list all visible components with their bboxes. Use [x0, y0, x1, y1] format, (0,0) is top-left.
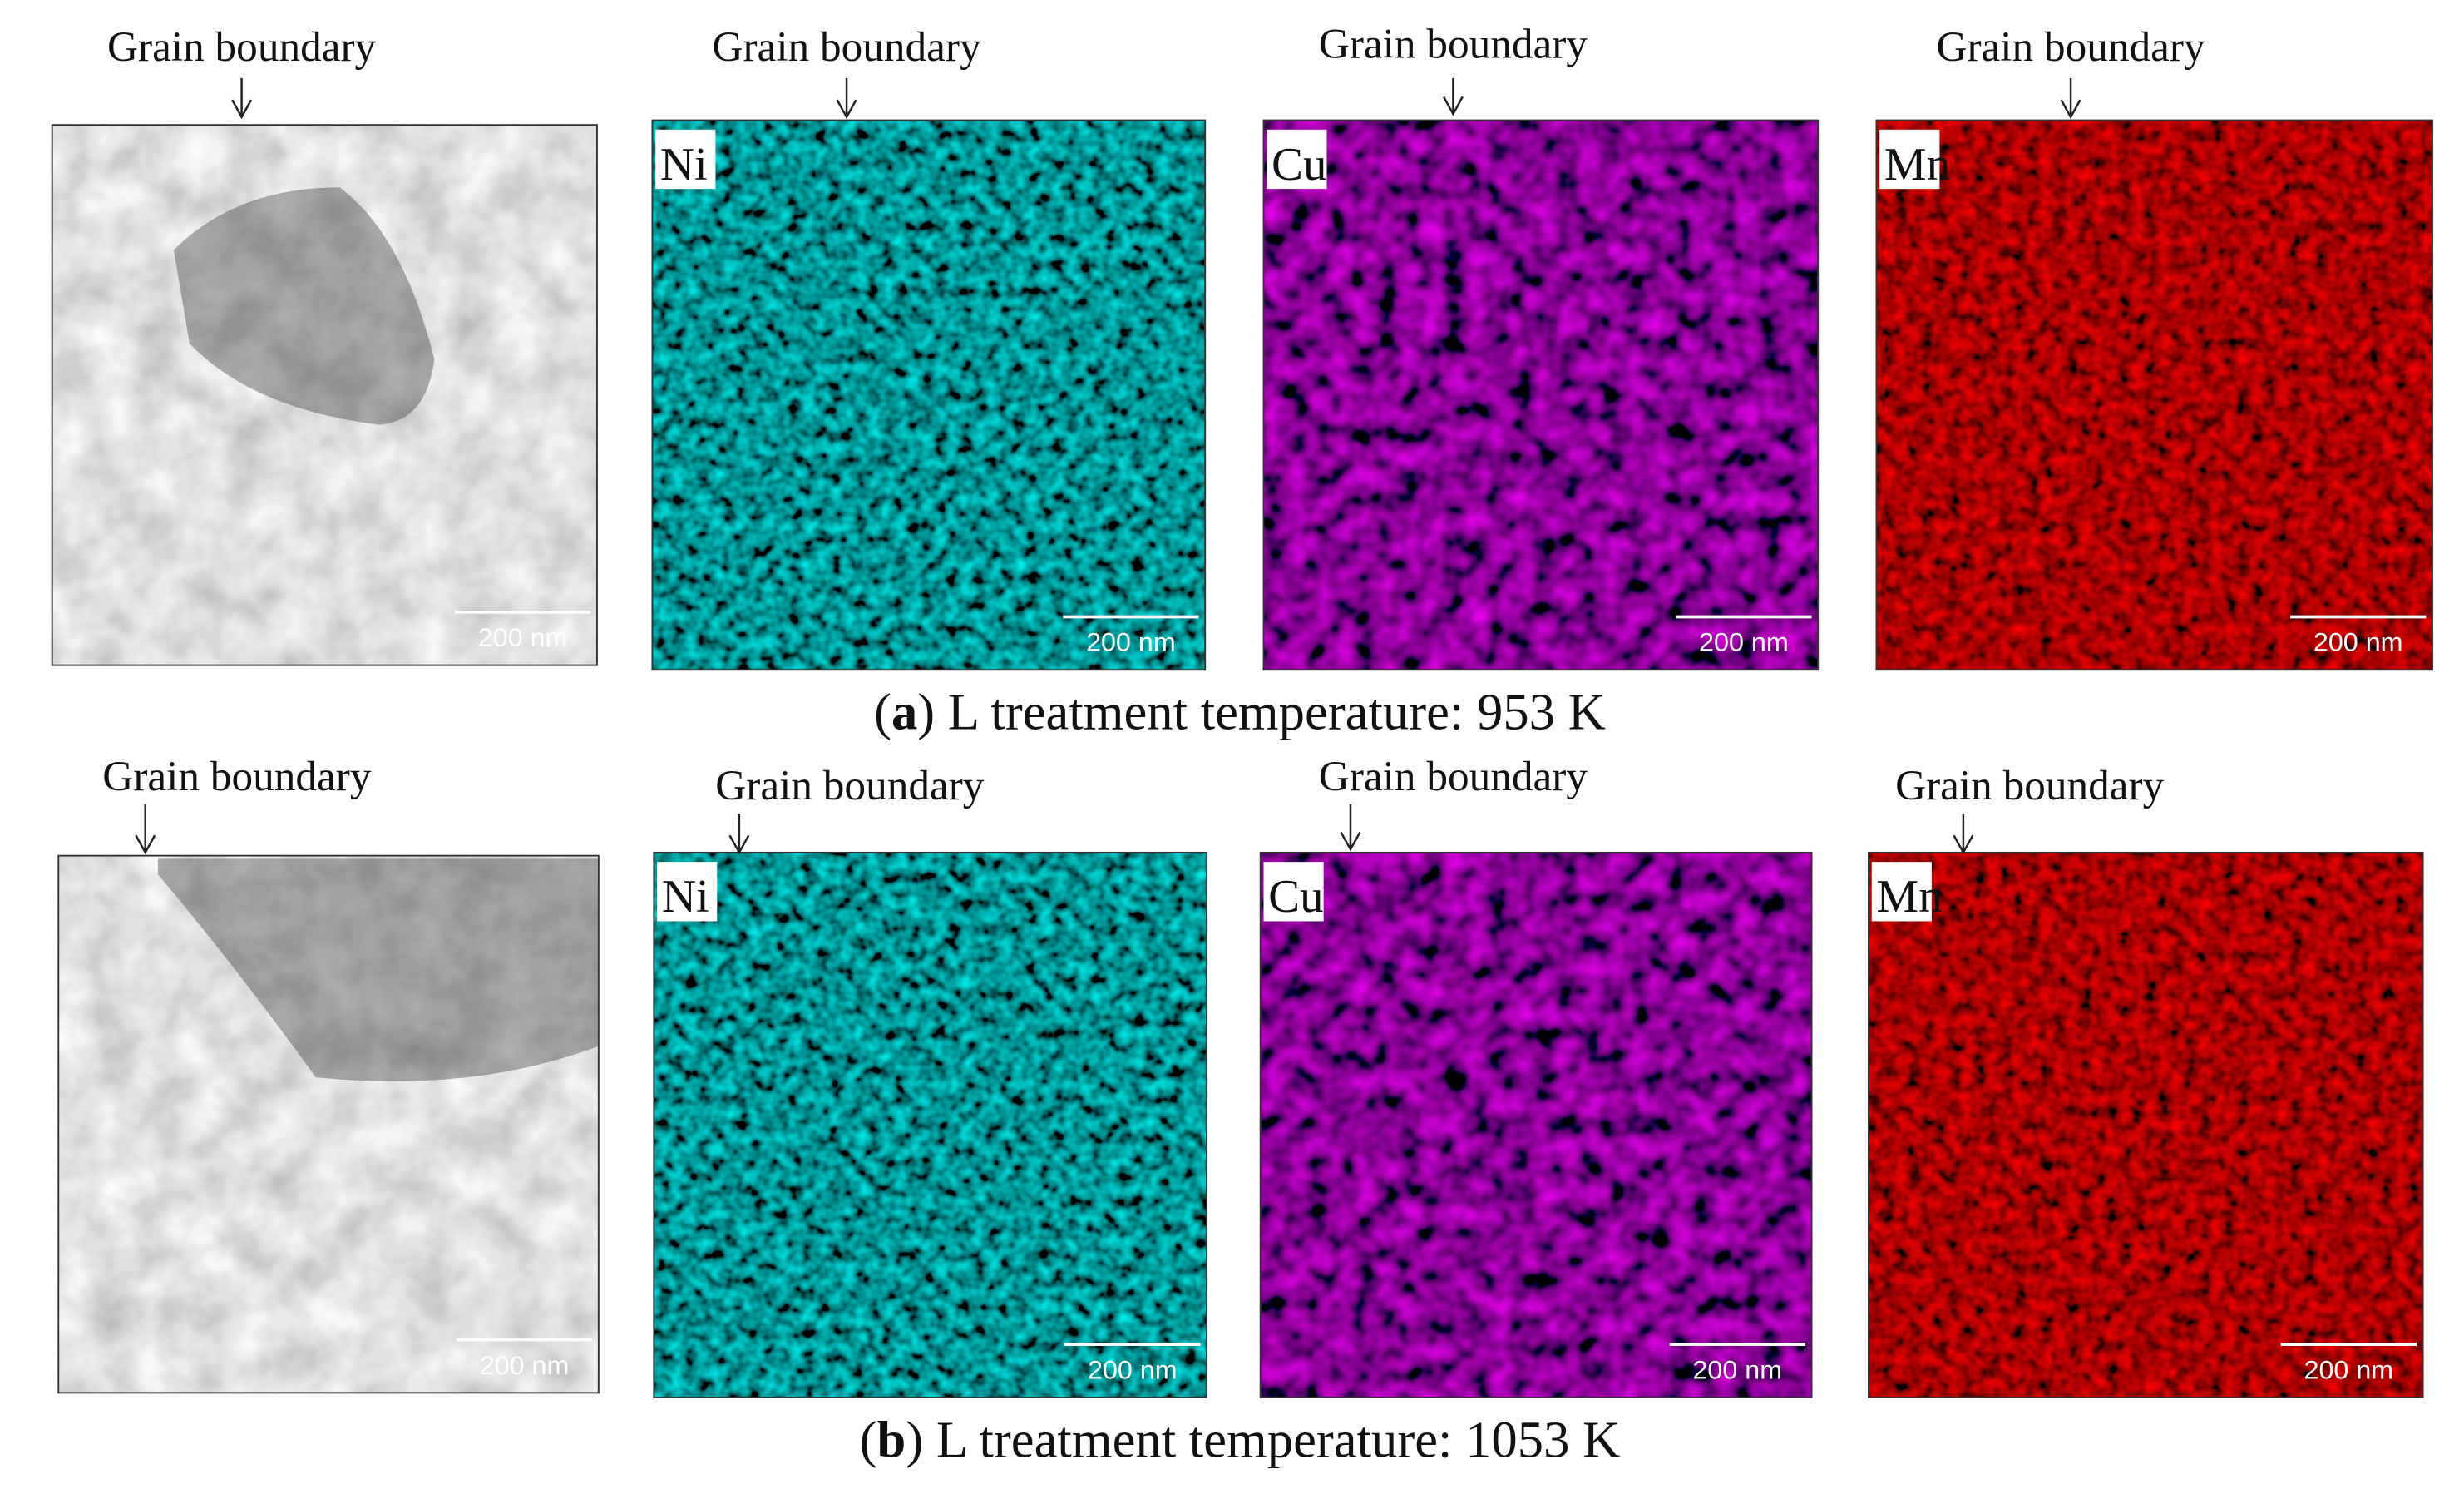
- caption-label: a: [891, 684, 917, 741]
- micrograph-image: [1876, 120, 2433, 670]
- annotation-arrow: [1442, 77, 1464, 116]
- annotation: Grain boundary: [1895, 763, 2165, 809]
- element-label-box: [655, 129, 716, 190]
- scale-bar-label: 200 nm: [480, 1350, 570, 1380]
- element-label: Cu: [1268, 872, 1323, 923]
- element-label: Ni: [662, 872, 709, 923]
- image-border: [653, 851, 1208, 1398]
- micrograph-image: [654, 852, 1207, 1398]
- grain-region: [157, 858, 599, 1081]
- micrograph-image: [1868, 852, 2423, 1398]
- micrograph: Mn 200 nm: [1867, 851, 2424, 1398]
- micrograph-image: [1260, 852, 1812, 1398]
- scale-bar-label: 200 nm: [478, 622, 568, 652]
- micrograph: Cu 200 nm: [1262, 119, 1820, 671]
- scale-bar-label: 200 nm: [1086, 627, 1176, 657]
- element-label: Ni: [660, 139, 708, 190]
- element-label: Mn: [1884, 139, 1950, 190]
- annotation: Grain boundary: [715, 763, 985, 809]
- element-label-box: [1871, 862, 1932, 922]
- element-label: Mn: [1876, 872, 1942, 923]
- element-label-box: [657, 862, 718, 922]
- micrograph-image: [58, 855, 599, 1393]
- scale-bar-label: 200 nm: [1692, 1355, 1782, 1385]
- annotation-arrow: [1953, 813, 1974, 855]
- annotation-arrow: [1340, 804, 1361, 852]
- image-border: [1259, 851, 1813, 1398]
- image-border: [651, 119, 1207, 671]
- annotation: Grain boundary: [1319, 22, 1588, 68]
- caption-label: b: [877, 1412, 906, 1469]
- caption-text: ) L treatment temperature: 953 K: [917, 684, 1606, 741]
- image-border: [1262, 119, 1820, 671]
- image-border: [51, 124, 598, 666]
- annotation: Grain boundary: [107, 24, 377, 71]
- element-label-box: [1263, 862, 1324, 922]
- element-label-box: [1879, 129, 1940, 190]
- annotation: Grain boundary: [1936, 24, 2205, 71]
- annotation: Grain boundary: [102, 754, 372, 800]
- image-border: [57, 854, 600, 1394]
- caption: (b) L treatment temperature: 1053 K: [860, 1412, 1621, 1469]
- micrograph: 200 nm: [57, 854, 600, 1394]
- element-label: Cu: [1272, 139, 1326, 190]
- element-label-box: [1267, 129, 1327, 190]
- annotation-arrow: [836, 77, 857, 120]
- scale-bar-label: 200 nm: [1088, 1355, 1178, 1385]
- micrograph-image: [1263, 120, 1819, 670]
- annotation-arrow: [2060, 77, 2081, 120]
- caption-prefix: (: [874, 684, 891, 741]
- caption: (a) L treatment temperature: 953 K: [874, 684, 1606, 741]
- scale-bar-label: 200 nm: [2304, 1355, 2394, 1385]
- annotation-arrow: [135, 804, 156, 855]
- micrograph-image: [652, 120, 1206, 670]
- annotation: Grain boundary: [712, 24, 981, 71]
- micrograph: Cu 200 nm: [1259, 851, 1813, 1398]
- image-border: [1867, 851, 2424, 1398]
- annotation-arrow: [231, 77, 253, 120]
- image-border: [1875, 119, 2433, 671]
- grain-region: [173, 187, 435, 425]
- micrograph: Mn 200 nm: [1875, 119, 2433, 671]
- scale-bar-label: 200 nm: [2313, 627, 2403, 657]
- caption-prefix: (: [860, 1412, 877, 1469]
- micrograph: Ni 200 nm: [653, 851, 1208, 1398]
- micrograph-image: [52, 125, 597, 665]
- annotation-arrow: [728, 813, 750, 855]
- annotation: Grain boundary: [1319, 754, 1588, 800]
- caption-text: ) L treatment temperature: 1053 K: [906, 1412, 1620, 1469]
- micrograph: Ni 200 nm: [651, 119, 1207, 671]
- scale-bar-label: 200 nm: [1699, 627, 1789, 657]
- micrograph: 200 nm: [51, 124, 598, 666]
